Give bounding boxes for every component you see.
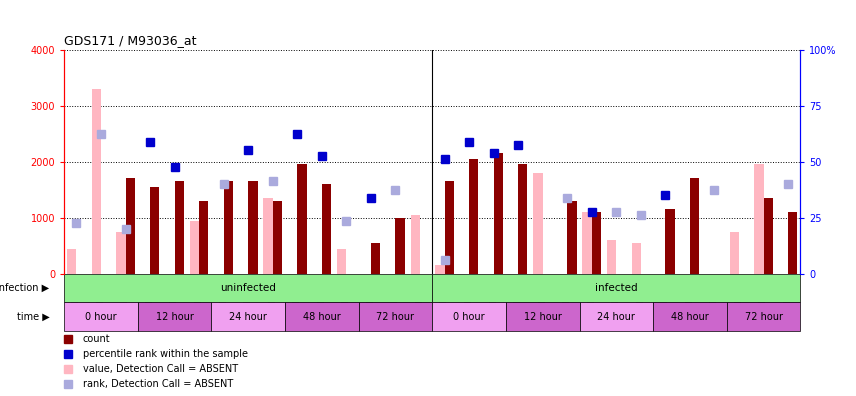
Text: count: count [82, 333, 110, 343]
Bar [754, 164, 764, 274]
Bar [591, 212, 601, 274]
Bar [568, 201, 577, 274]
Text: 48 hour: 48 hour [303, 312, 341, 322]
Text: 48 hour: 48 hour [671, 312, 709, 322]
Bar [138, 302, 211, 331]
Bar [64, 302, 138, 331]
Text: 12 hour: 12 hour [156, 312, 193, 322]
Bar [67, 249, 76, 274]
Bar [432, 302, 506, 331]
Bar [273, 201, 282, 274]
Text: rank, Detection Call = ABSENT: rank, Detection Call = ABSENT [82, 379, 233, 389]
Text: 0 hour: 0 hour [86, 312, 116, 322]
Text: infection ▶: infection ▶ [0, 283, 50, 293]
Bar [727, 302, 800, 331]
Text: 12 hour: 12 hour [524, 312, 562, 322]
Text: 72 hour: 72 hour [745, 312, 782, 322]
Bar [653, 302, 727, 331]
Bar [64, 274, 432, 302]
Bar [211, 302, 285, 331]
Text: percentile rank within the sample: percentile rank within the sample [82, 349, 247, 359]
Bar [199, 201, 209, 274]
Bar [126, 179, 135, 274]
Text: 0 hour: 0 hour [454, 312, 484, 322]
Bar [432, 274, 800, 302]
Text: GDS171 / M93036_at: GDS171 / M93036_at [64, 34, 197, 47]
Bar [116, 232, 126, 274]
Bar [518, 164, 527, 274]
Text: 24 hour: 24 hour [597, 312, 635, 322]
Bar [264, 198, 273, 274]
Bar [788, 212, 798, 274]
Bar [580, 302, 653, 331]
Bar [223, 181, 233, 274]
Bar [690, 179, 699, 274]
Bar [175, 181, 184, 274]
Bar [506, 302, 580, 331]
Bar [411, 215, 420, 274]
Bar [395, 218, 405, 274]
Bar [371, 243, 380, 274]
Bar [444, 181, 454, 274]
Bar [607, 240, 616, 274]
Bar [435, 265, 444, 274]
Text: 24 hour: 24 hour [229, 312, 267, 322]
Bar [764, 198, 773, 274]
Bar [359, 302, 432, 331]
Bar [322, 184, 331, 274]
Bar [190, 221, 199, 274]
Bar [494, 153, 503, 274]
Bar [285, 302, 359, 331]
Text: infected: infected [595, 283, 638, 293]
Bar [533, 173, 543, 274]
Bar [248, 181, 258, 274]
Bar [150, 187, 159, 274]
Bar [297, 164, 306, 274]
Bar [665, 209, 675, 274]
Bar [469, 159, 479, 274]
Bar [337, 249, 347, 274]
Text: value, Detection Call = ABSENT: value, Detection Call = ABSENT [82, 364, 238, 374]
Bar [729, 232, 739, 274]
Bar [632, 243, 641, 274]
Bar [92, 89, 101, 274]
Text: 72 hour: 72 hour [377, 312, 414, 322]
Text: time ▶: time ▶ [17, 312, 50, 322]
Text: uninfected: uninfected [220, 283, 276, 293]
Bar [582, 212, 591, 274]
